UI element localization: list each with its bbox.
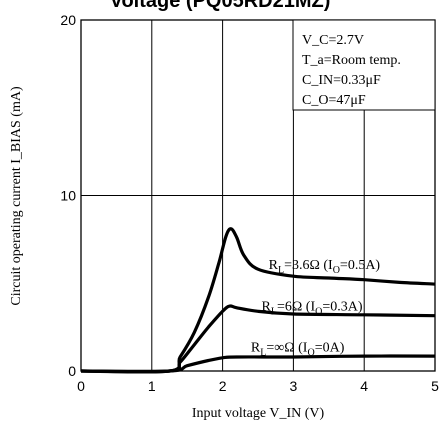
series-line-0 [80,227,436,374]
x-tick-label: 0 [77,378,85,394]
y-axis-label: Circuit operating current I_BIAS (mA) [9,86,24,306]
y-tick-label: 10 [60,188,76,204]
series-line-2 [80,354,436,373]
chart-title: Voltage (PQ05RD21MZ) [110,0,331,12]
x-tick-label: 3 [290,378,298,394]
x-tick-label: 1 [148,378,156,394]
series-line-1 [80,304,436,374]
x-tick-label: 2 [219,378,227,394]
x-axis-label: Input voltage V_IN (V) [192,406,325,421]
y-tick-label: 0 [68,363,76,379]
conditions-box: V_C=2.7V T_a=Room temp. C_IN=0.33μF C_O=… [292,19,436,111]
x-tick-label: 5 [431,378,439,394]
y-tick-label: 20 [60,12,76,28]
series-label-0: RL​=3.6Ω (IO​=0.5A) [269,258,381,276]
series-labels: RL​=3.6Ω (IO​=0.5A) RL​=6Ω (IO​=0.3A) RL​=… [251,258,381,358]
condition-ta: T_a=Room temp. [302,53,401,68]
series-label-2: RL​=∞Ω (IO​=0A) [251,341,345,359]
tick-labels: 0 1 2 3 4 5 0 10 20 [60,12,439,394]
x-tick-label: 4 [360,378,368,394]
condition-co: C_O=47μF [302,93,366,108]
series-label-1: RL​=6Ω (IO​=0.3A) [262,299,363,317]
condition-cin: C_IN=0.33μF [302,73,381,88]
condition-vc: V_C=2.7V [302,33,364,48]
plot-frame [80,19,436,372]
